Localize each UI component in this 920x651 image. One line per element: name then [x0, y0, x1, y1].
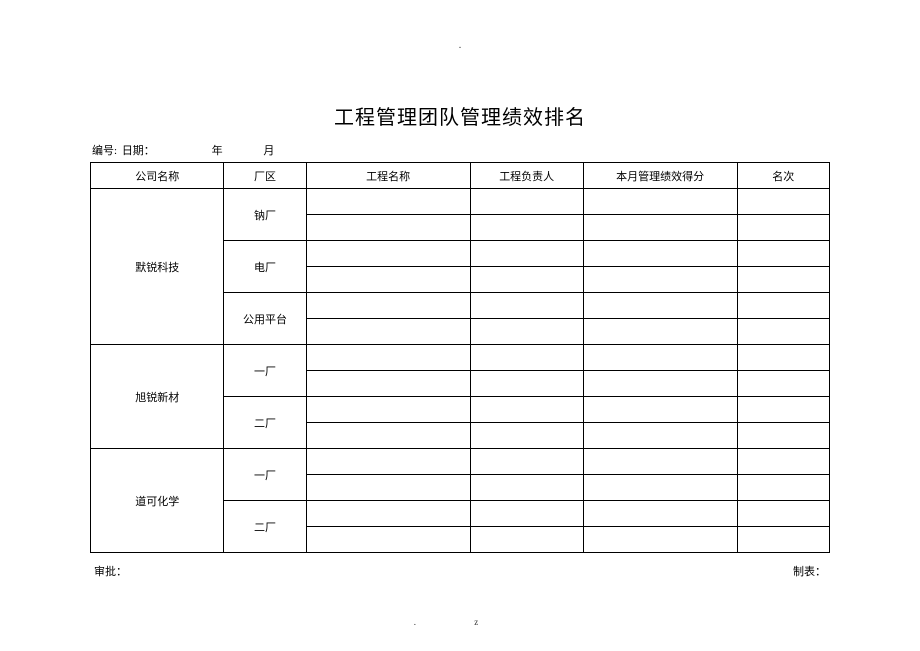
- empty-cell: [470, 449, 583, 475]
- footer: 审批： 制表：: [90, 563, 830, 579]
- empty-cell: [306, 527, 470, 553]
- empty-cell: [306, 267, 470, 293]
- col-factory: 厂区: [224, 163, 306, 189]
- company-cell: 旭锐新材: [91, 345, 224, 449]
- empty-cell: [306, 319, 470, 345]
- empty-cell: [583, 501, 737, 527]
- empty-cell: [583, 241, 737, 267]
- empty-cell: [306, 215, 470, 241]
- month-label: 月: [263, 142, 274, 158]
- empty-cell: [470, 241, 583, 267]
- approve-label: 审批：: [94, 563, 127, 579]
- factory-cell: 钠厂: [224, 189, 306, 241]
- col-company: 公司名称: [91, 163, 224, 189]
- empty-cell: [737, 293, 829, 319]
- empty-cell: [737, 449, 829, 475]
- empty-cell: [737, 423, 829, 449]
- empty-cell: [470, 397, 583, 423]
- empty-cell: [737, 319, 829, 345]
- empty-cell: [306, 475, 470, 501]
- year-label: 年: [212, 142, 223, 158]
- table-row: 道可化学一厂: [91, 449, 830, 475]
- table-row: 默锐科技钠厂: [91, 189, 830, 215]
- empty-cell: [306, 423, 470, 449]
- empty-cell: [737, 397, 829, 423]
- empty-cell: [470, 527, 583, 553]
- empty-cell: [306, 293, 470, 319]
- col-project: 工程名称: [306, 163, 470, 189]
- maker-label: 制表：: [793, 563, 826, 579]
- empty-cell: [470, 319, 583, 345]
- empty-cell: [737, 475, 829, 501]
- empty-cell: [306, 449, 470, 475]
- empty-cell: [470, 475, 583, 501]
- date-label: 日期：: [122, 142, 155, 158]
- empty-cell: [737, 215, 829, 241]
- factory-cell: 二厂: [224, 397, 306, 449]
- empty-cell: [306, 345, 470, 371]
- empty-cell: [470, 215, 583, 241]
- sn-label: 编号:: [92, 142, 117, 158]
- table-header-row: 公司名称 厂区 工程名称 工程负责人 本月管理绩效得分 名次: [91, 163, 830, 189]
- empty-cell: [737, 501, 829, 527]
- top-marker: .: [90, 40, 830, 51]
- empty-cell: [470, 423, 583, 449]
- empty-cell: [583, 449, 737, 475]
- table-row: 旭锐新材一厂: [91, 345, 830, 371]
- header-line: 编号: 日期： 年 月: [90, 142, 830, 158]
- empty-cell: [737, 345, 829, 371]
- empty-cell: [583, 189, 737, 215]
- empty-cell: [737, 189, 829, 215]
- factory-cell: 电厂: [224, 241, 306, 293]
- ranking-table: 公司名称 厂区 工程名称 工程负责人 本月管理绩效得分 名次 默锐科技钠厂电厂公…: [90, 162, 830, 553]
- col-leader: 工程负责人: [470, 163, 583, 189]
- empty-cell: [583, 371, 737, 397]
- empty-cell: [306, 501, 470, 527]
- empty-cell: [583, 267, 737, 293]
- empty-cell: [470, 371, 583, 397]
- company-cell: 默锐科技: [91, 189, 224, 345]
- factory-cell: 公用平台: [224, 293, 306, 345]
- empty-cell: [470, 189, 583, 215]
- empty-cell: [737, 371, 829, 397]
- empty-cell: [583, 423, 737, 449]
- empty-cell: [470, 267, 583, 293]
- empty-cell: [583, 215, 737, 241]
- empty-cell: [583, 397, 737, 423]
- empty-cell: [583, 527, 737, 553]
- empty-cell: [470, 501, 583, 527]
- empty-cell: [737, 241, 829, 267]
- factory-cell: 一厂: [224, 449, 306, 501]
- company-cell: 道可化学: [91, 449, 224, 553]
- empty-cell: [737, 527, 829, 553]
- page-title: 工程管理团队管理绩效排名: [90, 101, 830, 130]
- empty-cell: [470, 345, 583, 371]
- col-score: 本月管理绩效得分: [583, 163, 737, 189]
- empty-cell: [306, 189, 470, 215]
- empty-cell: [306, 241, 470, 267]
- empty-cell: [737, 267, 829, 293]
- empty-cell: [583, 319, 737, 345]
- empty-cell: [306, 397, 470, 423]
- empty-cell: [583, 475, 737, 501]
- col-rank: 名次: [737, 163, 829, 189]
- empty-cell: [306, 371, 470, 397]
- empty-cell: [583, 345, 737, 371]
- factory-cell: 二厂: [224, 501, 306, 553]
- empty-cell: [470, 293, 583, 319]
- factory-cell: 一厂: [224, 345, 306, 397]
- bottom-marker: . z: [0, 617, 920, 627]
- empty-cell: [583, 293, 737, 319]
